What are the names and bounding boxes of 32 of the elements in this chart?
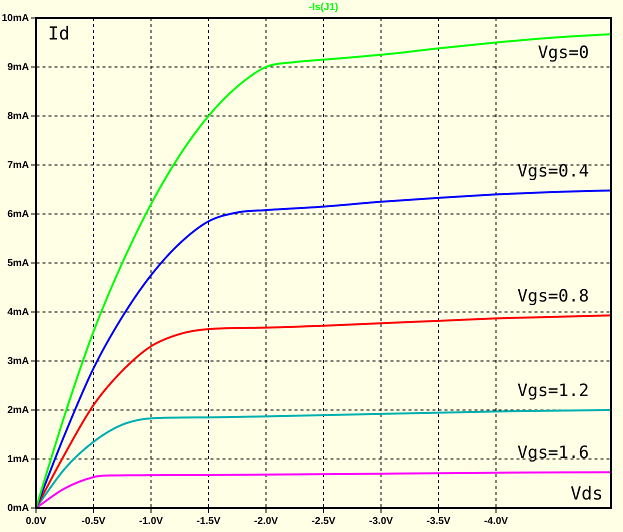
y-tick-label: 7mA	[7, 160, 29, 171]
x-tick-label: 0.0V	[26, 516, 47, 527]
x-tick-label: -3.5V	[426, 516, 451, 527]
x-tick-label: -2.5V	[312, 516, 336, 527]
y-tick-label: 3mA	[7, 356, 29, 367]
x-tick-label: -0.5V	[82, 516, 106, 527]
x-tick-label: -4.0V	[484, 516, 508, 527]
series-label: Vgs=1.2	[517, 380, 589, 401]
x-tick-label: -1.0V	[139, 516, 164, 527]
x-axis-title: Vds	[570, 484, 603, 505]
y-tick-label: 9mA	[7, 62, 29, 73]
y-tick-label: 8mA	[7, 110, 29, 122]
line-series	[36, 409, 611, 508]
x-tick-label: -1.5V	[196, 516, 221, 527]
line-series	[36, 471, 611, 508]
x-tick-label: -3.0V	[369, 516, 394, 527]
series-label: Vgs=0	[538, 42, 589, 63]
y-axis-title: Id	[48, 24, 70, 45]
series-label: Vgs=0.4	[517, 161, 589, 182]
y-tick-label: 5mA	[7, 258, 29, 269]
y-tick-label: 10mA	[2, 12, 29, 24]
y-tick-label: 4mA	[7, 306, 29, 318]
x-tick-label: -2.0V	[254, 516, 278, 527]
y-tick-label: 1mA	[7, 454, 29, 465]
series-label: Vgs=0.8	[517, 286, 589, 306]
y-tick-label: 2mA	[7, 404, 29, 416]
line-series	[36, 189, 611, 508]
y-tick-label: 6mA	[7, 208, 29, 220]
line-series	[36, 314, 611, 508]
chart-title: -Is(J1)	[308, 2, 338, 13]
y-tick-label: 0mA	[7, 502, 29, 514]
series-label: Vgs=1.6	[517, 443, 589, 464]
